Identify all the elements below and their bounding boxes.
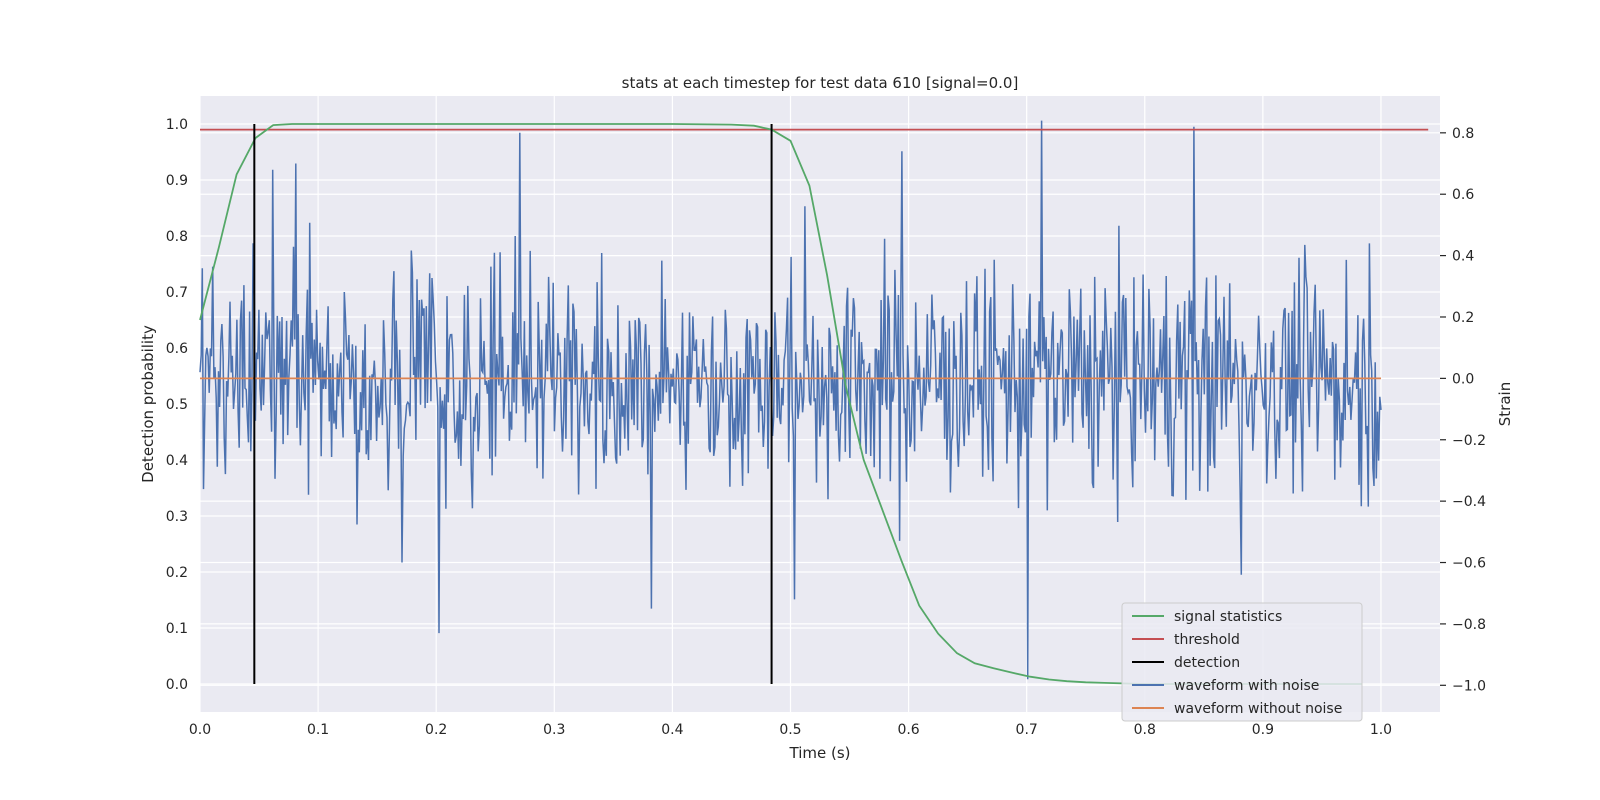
y-tick-label: 0.4 — [166, 453, 188, 469]
legend: signal statistics threshold detection wavef… — [1121, 602, 1363, 722]
y2-tick-label: 0.2 — [1452, 310, 1474, 326]
y-tick-label: 0.8 — [166, 229, 188, 245]
legend-label-waveform-without-noise: waveform without noise — [1174, 701, 1342, 717]
y-axis-label: Detection probability — [139, 325, 157, 483]
series-waveform-with-noise — [199, 120, 1382, 680]
y2-tick-label: −1.0 — [1452, 678, 1486, 694]
legend-label-signal-statistics: signal statistics — [1174, 609, 1282, 625]
y2-tick-label: −0.8 — [1452, 617, 1486, 633]
y2-tick-label: −0.6 — [1452, 556, 1486, 572]
chart-title: stats at each timestep for test data 610… — [622, 74, 1019, 92]
y2-tick-label: 0.8 — [1452, 126, 1474, 142]
x-axis-label: Time (s) — [789, 744, 851, 762]
y2-tick-label: 0.6 — [1452, 187, 1474, 203]
y-tick-label: 0.0 — [166, 677, 188, 693]
y2-axis-ticks: −1.0 −0.8 −0.6 −0.4 −0.2 0.0 0.2 0.4 0.6 0.8 — [1440, 126, 1486, 694]
y2-tick-label: 0.4 — [1452, 249, 1474, 265]
x-tick-label: 0.4 — [661, 722, 683, 738]
x-tick-label: 0.0 — [189, 722, 211, 738]
y-tick-label: 0.6 — [166, 341, 188, 357]
y-tick-label: 0.9 — [166, 173, 188, 189]
x-tick-label: 0.8 — [1134, 722, 1156, 738]
series-layer — [199, 120, 1429, 685]
y-tick-label: 1.0 — [166, 117, 188, 133]
legend-label-detection: detection — [1174, 655, 1240, 671]
x-tick-label: 0.9 — [1252, 722, 1274, 738]
y2-axis-label: Strain — [1496, 382, 1514, 426]
x-tick-label: 0.3 — [543, 722, 565, 738]
y2-tick-label: −0.4 — [1452, 494, 1486, 510]
y2-tick-label: 0.0 — [1452, 371, 1474, 387]
x-tick-label: 0.7 — [1016, 722, 1038, 738]
legend-box — [1121, 602, 1363, 722]
x-tick-label: 0.5 — [779, 722, 801, 738]
y-tick-label: 0.7 — [166, 285, 188, 301]
x-tick-label: 0.6 — [897, 722, 919, 738]
y-axis-ticks: 0.0 0.1 0.2 0.3 0.4 0.5 0.6 0.7 0.8 0.9 1.0 — [166, 117, 188, 693]
y-tick-label: 0.1 — [166, 621, 188, 637]
y-tick-label: 0.5 — [166, 397, 188, 413]
y-tick-label: 0.2 — [166, 565, 188, 581]
x-tick-label: 0.2 — [425, 722, 447, 738]
x-tick-label: 0.1 — [307, 722, 329, 738]
series-signal-statistics — [199, 123, 1363, 685]
y2-tick-label: −0.2 — [1452, 433, 1486, 449]
x-tick-label: 1.0 — [1370, 722, 1392, 738]
legend-label-waveform-with-noise: waveform with noise — [1174, 678, 1319, 694]
x-axis-ticks: 0.0 0.1 0.2 0.3 0.4 0.5 0.6 0.7 0.8 0.9 1.0 — [189, 722, 1392, 738]
legend-label-threshold: threshold — [1174, 632, 1240, 648]
y-tick-label: 0.3 — [166, 509, 188, 525]
